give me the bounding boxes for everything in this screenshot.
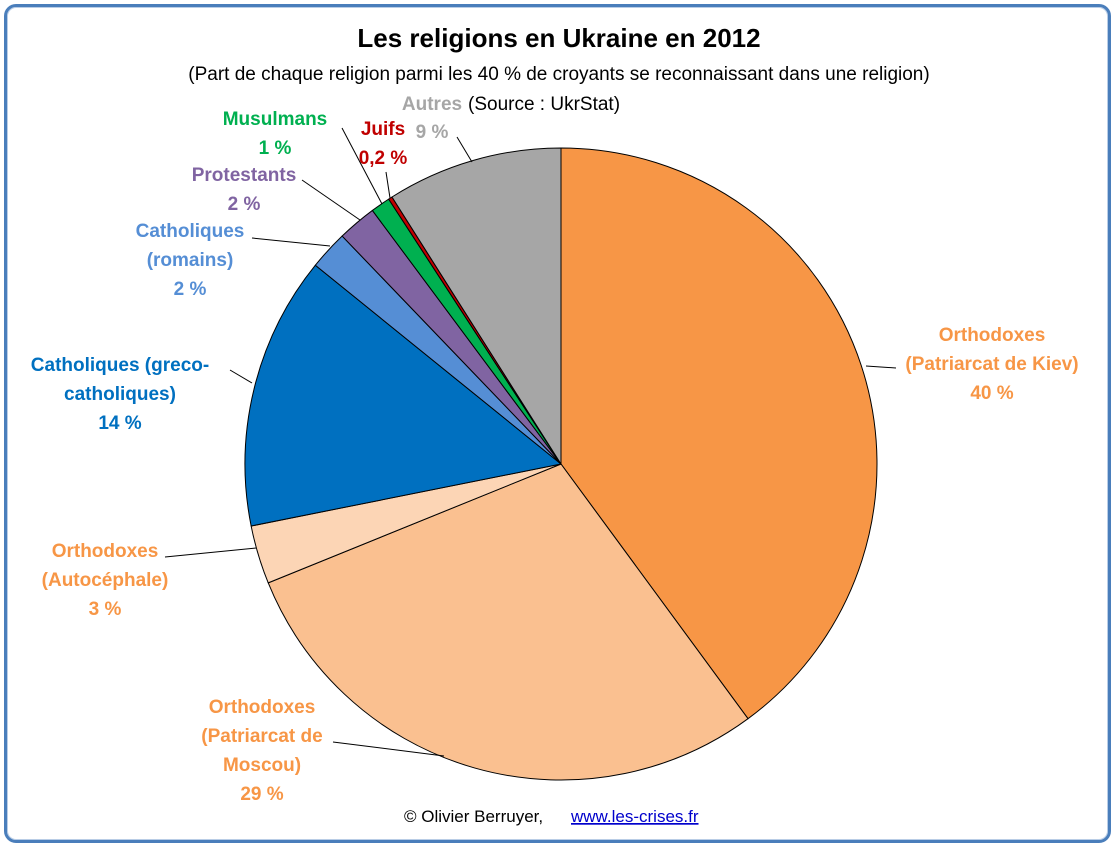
credit-text: © Olivier Berruyer, xyxy=(404,807,543,826)
chart-subtitle: (Part de chaque religion parmi les 40 % … xyxy=(188,64,929,85)
slice-label-line: Juifs xyxy=(361,119,405,140)
slice-label-musulmans: Musulmans 1 % xyxy=(223,109,328,159)
leader-line-protestants xyxy=(301,179,361,221)
slice-value-musulmans: 1 % xyxy=(259,138,292,159)
slice-label-catholiques-greco: Catholiques (greco-catholiques) 14 % xyxy=(31,355,209,434)
slice-value-orthodoxes-autocephale: 3 % xyxy=(89,599,122,620)
slice-label-line: (Autocéphale) xyxy=(42,570,169,591)
leader-line-orthodoxes-moscou xyxy=(332,741,445,757)
slice-value-orthodoxes-kiev: 40 % xyxy=(970,383,1013,404)
pie-slice-autres xyxy=(391,147,562,465)
slice-label-line: (Patriarcat de Kiev) xyxy=(905,354,1078,375)
slice-label-catholiques-romains: Catholiques (romains) 2 % xyxy=(136,221,245,300)
slice-label-orthodoxes-kiev: Orthodoxes (Patriarcat de Kiev) 40 % xyxy=(905,325,1078,404)
slice-value-protestants: 2 % xyxy=(228,194,261,215)
source-note: (Source : UkrStat) xyxy=(468,94,620,115)
leader-line-orthodoxes-kiev xyxy=(865,365,897,369)
slice-label-orthodoxes-moscou: Orthodoxes (Patriarcat de Moscou) 29 % xyxy=(201,697,322,805)
slice-label-autres: Autres xyxy=(402,94,462,115)
slice-label-juifs: Juifs 0,2 % xyxy=(359,119,408,169)
source-link[interactable]: www.les-crises.fr xyxy=(570,807,699,826)
slice-label-line: Moscou) xyxy=(223,755,301,776)
leader-line-autres xyxy=(456,136,473,163)
slice-labels: Orthodoxes (Patriarcat de Kiev) 40 %Orthod… xyxy=(31,94,1079,805)
leader-line-juifs xyxy=(385,171,391,199)
pie-slice-orthodoxes-kiev xyxy=(560,147,878,720)
slice-label-orthodoxes-autocephale: Orthodoxes (Autocéphale) 3 % xyxy=(42,541,169,620)
leader-line-musulmans xyxy=(341,127,383,205)
leader-lines xyxy=(164,127,897,757)
pie-slices xyxy=(244,147,878,781)
slice-label-line: catholiques) xyxy=(64,384,176,405)
slice-value-orthodoxes-moscou: 29 % xyxy=(240,784,283,805)
slice-label-line: Catholiques xyxy=(136,221,245,242)
slice-label-line: Orthodoxes xyxy=(939,325,1046,346)
pie-slice-orthodoxes-moscou xyxy=(267,463,749,781)
leader-line-orthodoxes-autocephale xyxy=(164,547,257,558)
leader-line-catholiques-greco xyxy=(229,369,253,384)
slice-label-line: (Patriarcat de xyxy=(201,726,322,747)
slice-label-line: Autres xyxy=(402,94,462,115)
slice-label-line: Musulmans xyxy=(223,109,328,130)
slice-value-juifs: 0,2 % xyxy=(359,148,408,169)
slice-label-protestants: Protestants 2 % xyxy=(192,165,297,215)
pie-slice-catholiques-greco xyxy=(244,264,562,527)
slice-label-line: (romains) xyxy=(147,250,234,271)
slice-label-line: Catholiques (greco- xyxy=(31,355,209,376)
leader-line-catholiques-romains xyxy=(251,237,331,247)
chart-title: Les religions en Ukraine en 2012 xyxy=(357,23,760,53)
slice-label-line: Orthodoxes xyxy=(209,697,316,718)
slice-label-line: Orthodoxes xyxy=(52,541,159,562)
slice-value-autres: 9 % xyxy=(416,122,449,143)
slice-label-line: Protestants xyxy=(192,165,297,186)
slice-value-catholiques-romains: 2 % xyxy=(174,279,207,300)
slice-value-catholiques-greco: 14 % xyxy=(98,413,141,434)
